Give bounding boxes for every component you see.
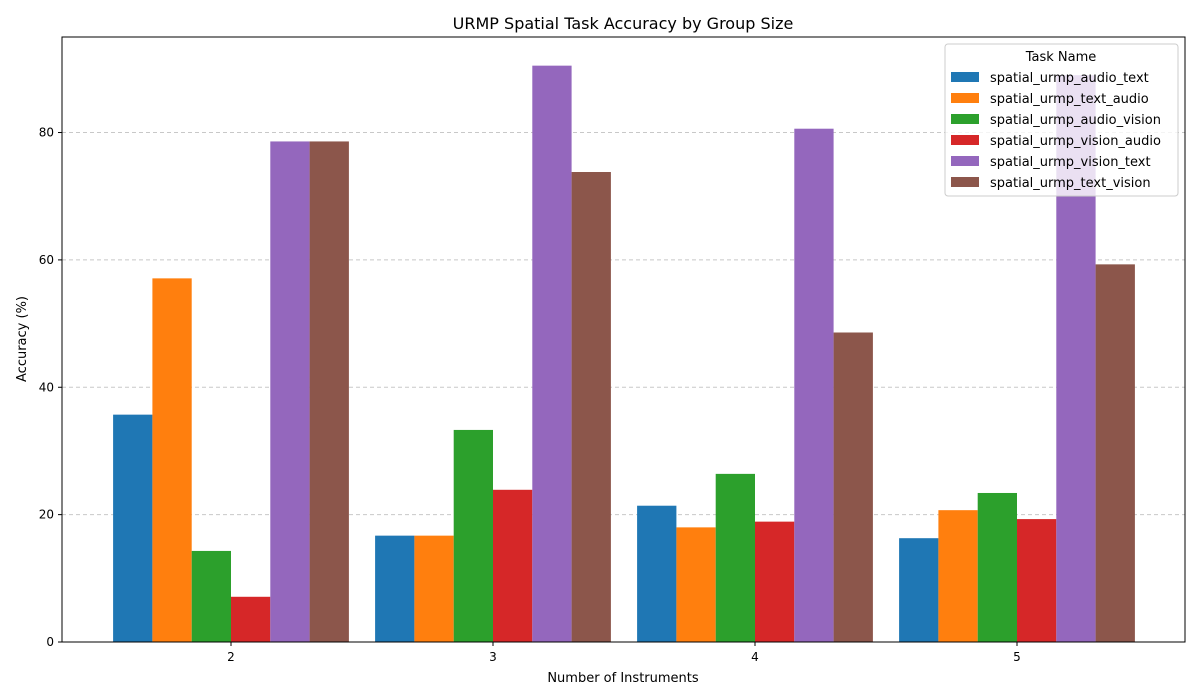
bar xyxy=(571,172,611,642)
plot-area-frame xyxy=(61,36,1186,643)
axis-ticks: 0 20 40 60 80 2 3 4 5 xyxy=(39,126,1021,664)
bar xyxy=(794,128,834,642)
y-tick-label: 20 xyxy=(39,508,54,522)
legend-entry: spatial_urmp_text_vision xyxy=(990,176,1151,191)
grid-lines xyxy=(62,132,1185,516)
bar xyxy=(191,550,231,642)
legend-swatch xyxy=(951,156,979,166)
legend-entry: spatial_urmp_text_audio xyxy=(990,92,1149,107)
bar xyxy=(899,538,939,642)
y-tick-label: 0 xyxy=(46,635,54,649)
legend-swatch xyxy=(951,93,979,103)
bar xyxy=(637,505,677,642)
x-tick-label: 4 xyxy=(751,650,759,664)
bars xyxy=(113,65,1135,643)
bar xyxy=(833,332,873,642)
legend-entry: spatial_urmp_audio_text xyxy=(990,71,1149,86)
y-tick-label: 60 xyxy=(39,253,54,267)
x-tick-label: 2 xyxy=(227,650,235,664)
x-tick-label: 5 xyxy=(1013,650,1021,664)
chart-title: URMP Spatial Task Accuracy by Group Size xyxy=(453,14,794,33)
legend-swatch xyxy=(951,72,979,82)
x-tick-label: 3 xyxy=(489,650,497,664)
legend-entry: spatial_urmp_audio_vision xyxy=(990,113,1161,128)
y-tick-label: 40 xyxy=(39,380,54,394)
bar xyxy=(1095,264,1135,642)
bar xyxy=(532,65,572,642)
legend-swatch xyxy=(951,177,979,187)
bar xyxy=(113,414,153,642)
bar xyxy=(676,527,716,642)
bar xyxy=(938,510,978,642)
bar xyxy=(1017,519,1057,642)
bar xyxy=(977,492,1017,642)
bar xyxy=(493,489,533,642)
bar xyxy=(309,141,349,642)
bar xyxy=(715,473,755,642)
legend-box xyxy=(944,43,1179,197)
bar xyxy=(414,535,454,642)
bar xyxy=(453,429,493,642)
y-axis-label: Accuracy (%) xyxy=(15,296,30,382)
legend-swatch xyxy=(951,135,979,145)
bar xyxy=(375,535,415,642)
bar xyxy=(152,278,192,642)
legend-title: Task Name xyxy=(1025,50,1097,65)
y-tick-label: 80 xyxy=(39,126,54,140)
bar xyxy=(270,141,310,642)
legend-entry: spatial_urmp_vision_audio xyxy=(990,134,1161,149)
x-axis-label: Number of Instruments xyxy=(547,671,699,686)
legend: Task Name spatial_urmp_audio_textspatial… xyxy=(944,43,1179,197)
bar xyxy=(231,596,271,642)
legend-entry: spatial_urmp_vision_text xyxy=(990,155,1151,170)
bar xyxy=(755,521,795,642)
legend-swatch xyxy=(951,114,979,124)
